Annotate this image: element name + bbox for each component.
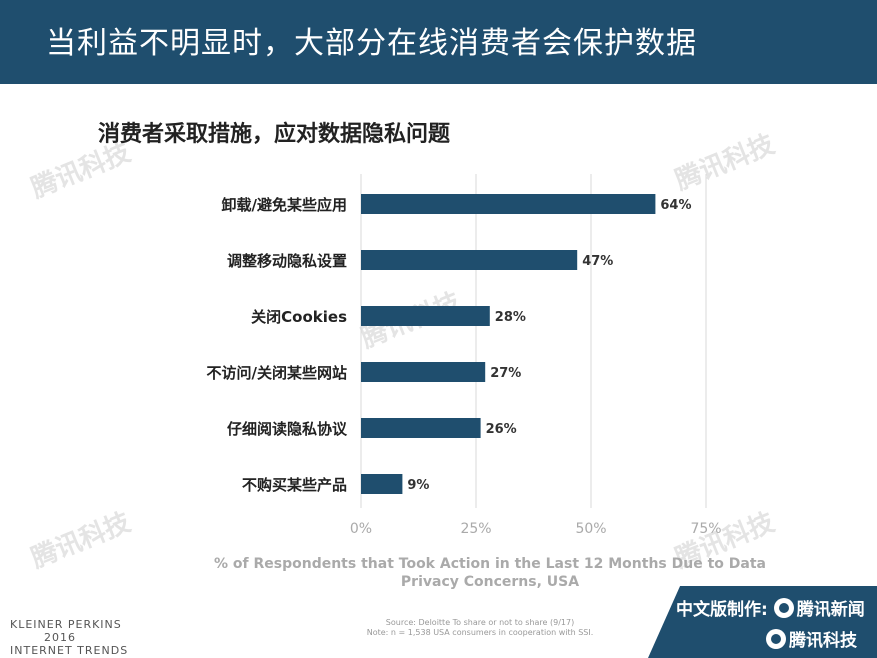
credit-line: 中文版制作: 腾讯新闻 xyxy=(676,595,865,620)
value-label: 9% xyxy=(407,478,429,493)
value-label: 28% xyxy=(495,310,526,325)
credit-brand: 腾讯科技 xyxy=(789,631,857,651)
x-axis-title: % of Respondents that Took Action in the… xyxy=(214,556,766,572)
bar xyxy=(361,362,486,382)
category-label: 不购买某些产品 xyxy=(242,476,347,494)
value-label: 64% xyxy=(660,198,691,213)
credit-badge: 中文版制作: 腾讯新闻 腾讯科技 xyxy=(648,586,877,658)
credit-prefix: 中文版制作: xyxy=(676,600,768,620)
source-line: Source: Deloitte To share or not to shar… xyxy=(385,618,575,627)
credit-line: 腾讯科技 xyxy=(766,626,857,651)
value-label: 27% xyxy=(490,366,521,381)
bar-chart: 0% 25% 50% 75% 卸载/避免某些应用 64% 调整移动隐私设置 47% 关闭Cook… xyxy=(207,174,766,590)
source-note: Source: Deloitte To share or not to shar… xyxy=(330,618,630,638)
value-label: 47% xyxy=(582,254,613,269)
note-line: Note: n = 1,538 USA consumers in coopera… xyxy=(366,628,594,637)
page-title: 当利益不明显时，大部分在线消费者会保护数据 xyxy=(46,26,697,61)
x-tick-label: 0% xyxy=(350,521,372,537)
logo-line: 2016 xyxy=(44,631,76,644)
x-tick-label: 25% xyxy=(460,521,491,537)
tencent-logo-icon xyxy=(773,598,794,618)
chart-title: 消费者采取措施，应对数据隐私问题 xyxy=(98,122,451,147)
x-tick-label: 75% xyxy=(690,521,721,537)
category-label: 仔细阅读隐私协议 xyxy=(227,420,348,438)
x-tick-label: 50% xyxy=(575,521,606,537)
category-label: 关闭Cookies xyxy=(251,308,347,326)
value-label: 26% xyxy=(486,422,517,437)
category-label: 卸载/避免某些应用 xyxy=(222,196,347,214)
bar xyxy=(361,418,481,438)
tencent-logo-icon xyxy=(766,629,786,649)
header-bar: 当利益不明显时，大部分在线消费者会保护数据 xyxy=(0,0,877,84)
bar xyxy=(361,306,490,326)
logo-line: INTERNET TRENDS xyxy=(10,644,129,657)
bar xyxy=(361,474,403,494)
logo-line: KLEINER PERKINS xyxy=(10,618,122,631)
credit-brand: 腾讯新闻 xyxy=(796,600,865,620)
category-label: 不访问/关闭某些网站 xyxy=(207,364,347,382)
kpcb-logo: KLEINER PERKINS 2016 INTERNET TRENDS xyxy=(10,618,128,657)
bar xyxy=(361,194,656,214)
x-axis-title: Privacy Concerns, USA xyxy=(401,574,579,590)
bar xyxy=(361,250,578,270)
category-label: 调整移动隐私设置 xyxy=(227,252,347,270)
